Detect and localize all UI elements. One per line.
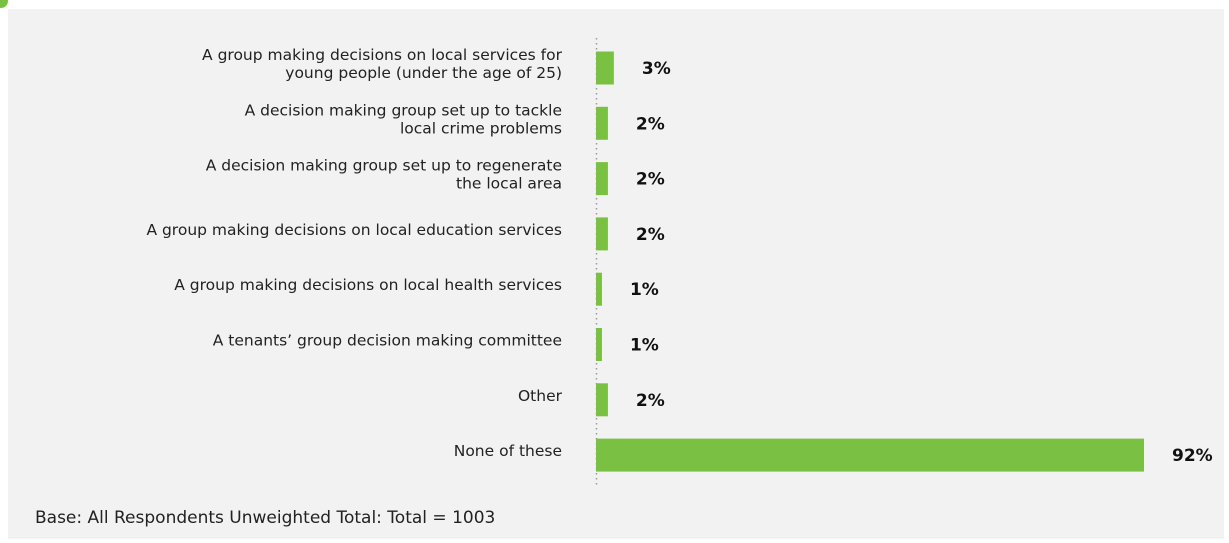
bar bbox=[596, 51, 614, 85]
bar bbox=[596, 383, 608, 417]
category-label: A tenants’ group decision making committ… bbox=[213, 332, 562, 350]
corner-marker bbox=[0, 0, 8, 8]
value-label: 2% bbox=[636, 114, 665, 134]
bar bbox=[596, 328, 602, 361]
category-label: A group making decisions on local health… bbox=[174, 276, 562, 294]
category-label: A group making decisions on local educat… bbox=[146, 221, 562, 239]
value-label: 2% bbox=[636, 225, 665, 245]
category-label: A decision making group set up to tackle… bbox=[245, 101, 562, 137]
bar bbox=[596, 217, 608, 251]
category-label: None of these bbox=[454, 442, 562, 460]
category-label: Other bbox=[518, 387, 563, 405]
value-label: 2% bbox=[636, 170, 665, 190]
category-label: A group making decisions on local servic… bbox=[202, 46, 563, 82]
value-label: 92% bbox=[1172, 446, 1213, 466]
value-label: 3% bbox=[642, 59, 671, 79]
bar bbox=[596, 106, 608, 140]
value-label: 1% bbox=[630, 336, 659, 356]
bar bbox=[596, 438, 1144, 472]
bar bbox=[596, 272, 602, 306]
value-label: 1% bbox=[630, 280, 659, 300]
bar bbox=[596, 162, 608, 196]
value-label: 2% bbox=[636, 391, 665, 411]
category-label: A decision making group set up to regene… bbox=[206, 157, 562, 193]
base-footnote: Base: All Respondents Unweighted Total: … bbox=[35, 508, 496, 528]
